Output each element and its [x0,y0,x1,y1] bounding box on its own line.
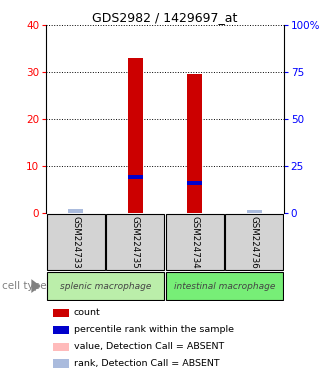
Bar [166,214,224,270]
Text: GSM224736: GSM224736 [249,215,259,268]
Title: GDS2982 / 1429697_at: GDS2982 / 1429697_at [92,11,238,24]
Text: rank, Detection Call = ABSENT: rank, Detection Call = ABSENT [74,359,219,368]
Bar [225,214,283,270]
Polygon shape [31,279,41,293]
Text: percentile rank within the sample: percentile rank within the sample [74,325,234,334]
Text: cell type: cell type [2,281,46,291]
Text: value, Detection Call = ABSENT: value, Detection Call = ABSENT [74,342,224,351]
Bar [128,175,143,179]
Text: count: count [74,308,100,318]
Bar [47,214,105,270]
Bar [47,272,164,300]
Text: splenic macrophage: splenic macrophage [60,281,151,291]
Bar [187,181,202,185]
Text: intestinal macrophage: intestinal macrophage [174,281,275,291]
Bar [106,214,164,270]
Bar [69,209,83,213]
Bar [166,272,283,300]
Bar [187,74,202,213]
Text: GSM224735: GSM224735 [131,215,140,268]
Bar [128,58,143,213]
Bar [247,210,262,214]
Text: GSM224733: GSM224733 [71,215,81,268]
Text: GSM224734: GSM224734 [190,215,199,268]
